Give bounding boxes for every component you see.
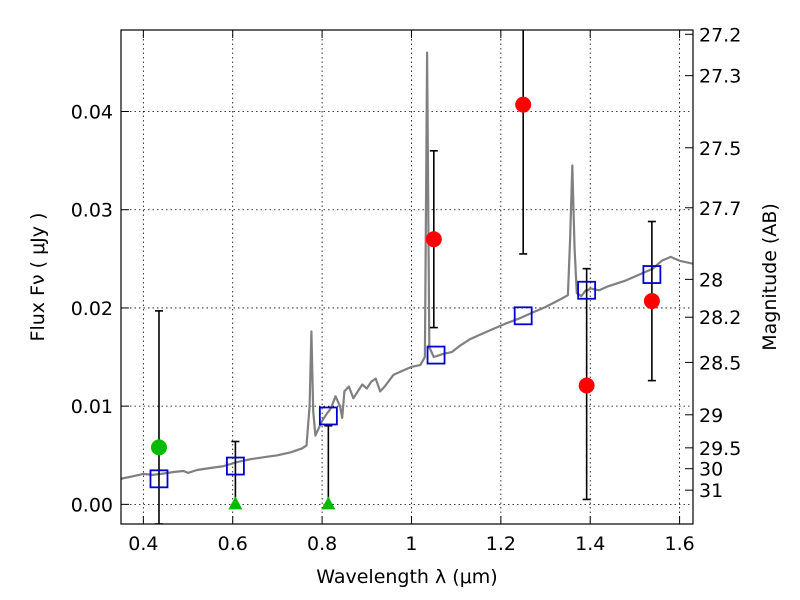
model-flux-square: [642, 265, 662, 284]
x-tick-label: 1.4: [575, 533, 605, 555]
model-flux-square: [577, 280, 597, 300]
x-tick-label: 0.8: [307, 533, 337, 555]
right-tick-label: 27.7: [699, 198, 741, 220]
observed-point: [425, 231, 442, 248]
detection-point: [150, 439, 167, 456]
upper-limit-triangle: [228, 496, 243, 510]
model-flux-square: [513, 306, 533, 326]
x-tick-label: 0.4: [128, 533, 158, 555]
series-layer: [121, 30, 693, 524]
right-tick-label: 28: [699, 269, 723, 291]
grid: [121, 30, 693, 524]
y-tick-label: 0.04: [71, 102, 113, 124]
y-tick-label: 0.00: [71, 494, 113, 516]
plot-frame: [120, 29, 694, 525]
y-axis-label: Flux Fν ( μJy ): [27, 213, 49, 342]
observed-point: [643, 293, 660, 310]
x-tick-label: 1.6: [664, 533, 694, 555]
y-axis-ticks: 0.00 0.01 0.02 0.03 0.04: [71, 102, 129, 516]
x-axis-label: Wavelength λ (μm): [316, 566, 497, 588]
x-tick-label: 1: [405, 533, 417, 555]
model-flux-square: [426, 345, 446, 365]
observed-point: [578, 377, 595, 394]
model-flux-square: [149, 469, 169, 489]
right-tick-label: 31: [699, 480, 723, 502]
right-tick-label: 28.2: [699, 307, 741, 329]
upper-limit-triangle: [321, 496, 336, 510]
model-flux-square: [318, 406, 338, 426]
right-tick-label: 27.2: [699, 24, 741, 46]
x-tick-label: 0.6: [218, 533, 248, 555]
x-tick-label: 1.2: [486, 533, 516, 555]
y-tick-label: 0.01: [71, 396, 113, 418]
observed-point: [515, 96, 532, 113]
x-axis-ticks: 0.4 0.6 0.8 1 1.2 1.4 1.6: [128, 30, 695, 555]
right-tick-label: 27.3: [699, 66, 741, 88]
right-tick-label: 28.5: [699, 352, 741, 374]
right-tick-label: 29.5: [699, 438, 741, 460]
plot-area: [121, 30, 693, 524]
model-flux-square: [225, 456, 245, 476]
y-tick-label: 0.03: [71, 200, 113, 222]
right-tick-label: 30: [699, 459, 723, 481]
plot-background: [121, 30, 693, 524]
right-tick-label: 29: [699, 405, 723, 427]
y-tick-label: 0.02: [71, 298, 113, 320]
right-tick-label: 27.5: [699, 138, 741, 160]
right-axis-label: Magnitude (AB): [759, 203, 781, 351]
